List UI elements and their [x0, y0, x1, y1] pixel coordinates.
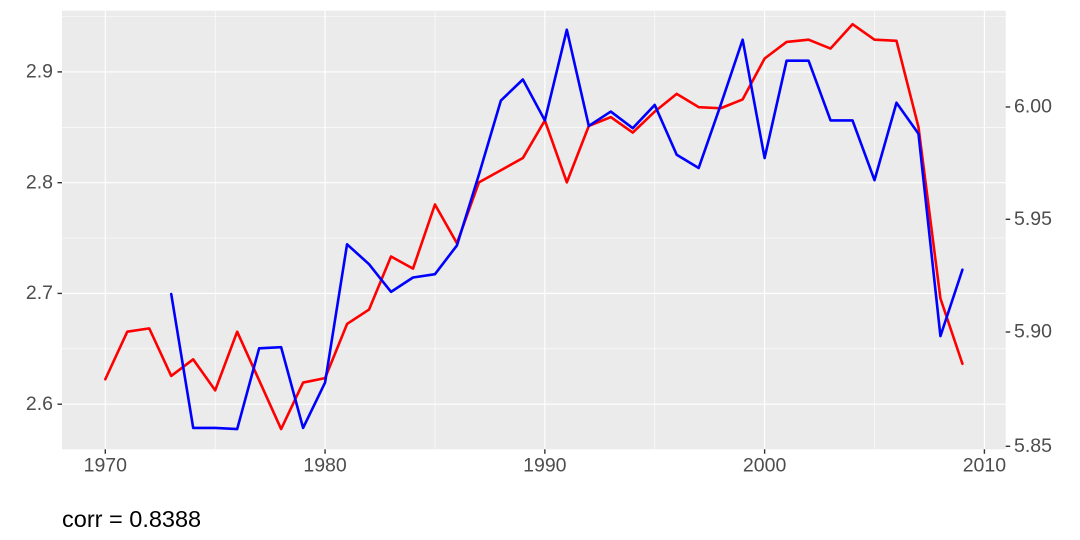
svg-text:5.85: 5.85	[1014, 435, 1052, 457]
svg-text:corr = 0.8388: corr = 0.8388	[62, 506, 201, 532]
svg-text:5.95: 5.95	[1014, 208, 1052, 230]
svg-text:1990: 1990	[523, 455, 567, 477]
svg-text:2.7: 2.7	[26, 282, 53, 304]
svg-text:2000: 2000	[743, 455, 787, 477]
svg-text:1970: 1970	[84, 455, 128, 477]
svg-text:2.6: 2.6	[26, 393, 53, 415]
svg-text:5.90: 5.90	[1014, 321, 1052, 343]
svg-text:2.9: 2.9	[26, 61, 53, 83]
svg-text:6.00: 6.00	[1014, 96, 1052, 118]
svg-text:2.8: 2.8	[26, 171, 53, 193]
svg-text:2010: 2010	[963, 455, 1007, 477]
svg-text:1980: 1980	[303, 455, 347, 477]
